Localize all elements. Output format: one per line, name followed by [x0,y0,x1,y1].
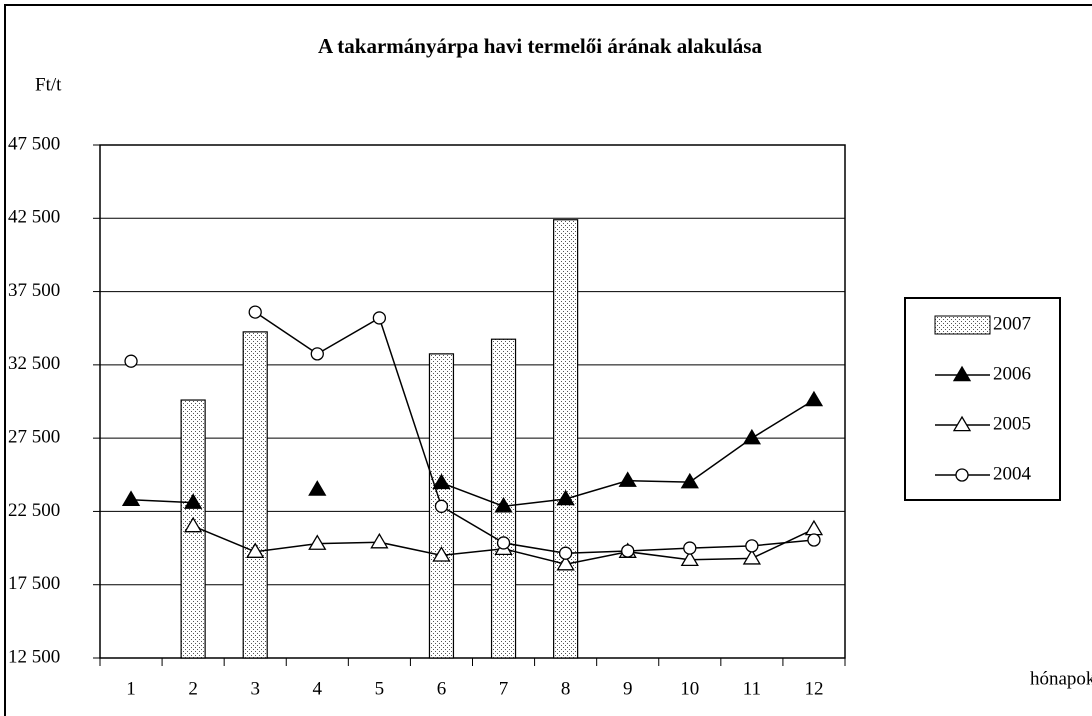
marker [370,532,389,549]
marker [432,546,451,562]
x-tick-label: 11 [743,678,761,699]
marker [248,305,262,319]
marker [434,499,449,513]
y-tick-label: 27 500 [8,427,60,448]
x-tick-label: 10 [680,678,699,699]
plot-border [99,144,846,659]
marker [183,516,203,533]
y-tick-label: 22 500 [8,500,60,521]
marker [558,546,573,560]
bar [490,338,517,659]
marker [683,541,697,555]
marker [310,347,324,361]
y-tick-label: 12 500 [8,646,60,667]
marker [372,311,387,325]
marker [952,365,972,382]
x-tick-label: 1 [126,678,136,699]
marker [804,519,824,536]
marker [680,550,699,567]
y-tick-label: 42 500 [8,207,60,228]
x-tick-label: 3 [250,678,260,699]
line [254,311,815,554]
y-tick-label: 32 500 [8,353,60,374]
chart-title: A takarmányárpa havi termelői árának ala… [318,34,762,58]
bar [242,331,268,659]
y-tick-label: 47 500 [8,133,60,154]
marker [308,480,327,496]
x-tick-label: 2 [188,678,198,699]
marker [804,390,824,407]
legend-swatch [934,315,991,335]
marker [955,468,969,482]
x-tick-label: 8 [561,678,571,699]
marker [680,472,699,489]
marker [556,489,575,506]
legend-label: 2007 [993,313,1031,334]
marker [807,533,821,547]
marker [432,473,451,490]
marker [494,497,513,513]
y-tick-label: 37 500 [8,280,60,301]
marker [742,549,762,565]
x-tick-label: 12 [804,678,823,699]
x-tick-label: 6 [437,678,447,699]
x-tick-label: 4 [313,678,323,699]
marker [496,536,511,550]
marker [183,493,203,509]
marker [308,534,327,550]
marker [121,490,141,506]
frame [4,4,1092,716]
bar [553,219,579,659]
marker [742,428,762,445]
marker [246,542,265,558]
x-tick-label: 5 [375,678,385,699]
legend-label: 2004 [993,463,1032,484]
x-tick-label: 7 [499,678,509,699]
y-axis-label: Ft/t [35,74,62,95]
marker [618,471,637,487]
marker [124,354,138,368]
x-axis-label: hónapok [1030,668,1092,689]
legend-label: 2006 [993,363,1031,384]
line [131,399,815,508]
marker [952,415,972,432]
x-tick-label: 9 [623,678,633,699]
marker [745,539,759,553]
legend-label: 2005 [993,413,1031,434]
y-tick-label: 17 500 [8,573,60,594]
marker [621,544,635,558]
marker [556,554,575,571]
